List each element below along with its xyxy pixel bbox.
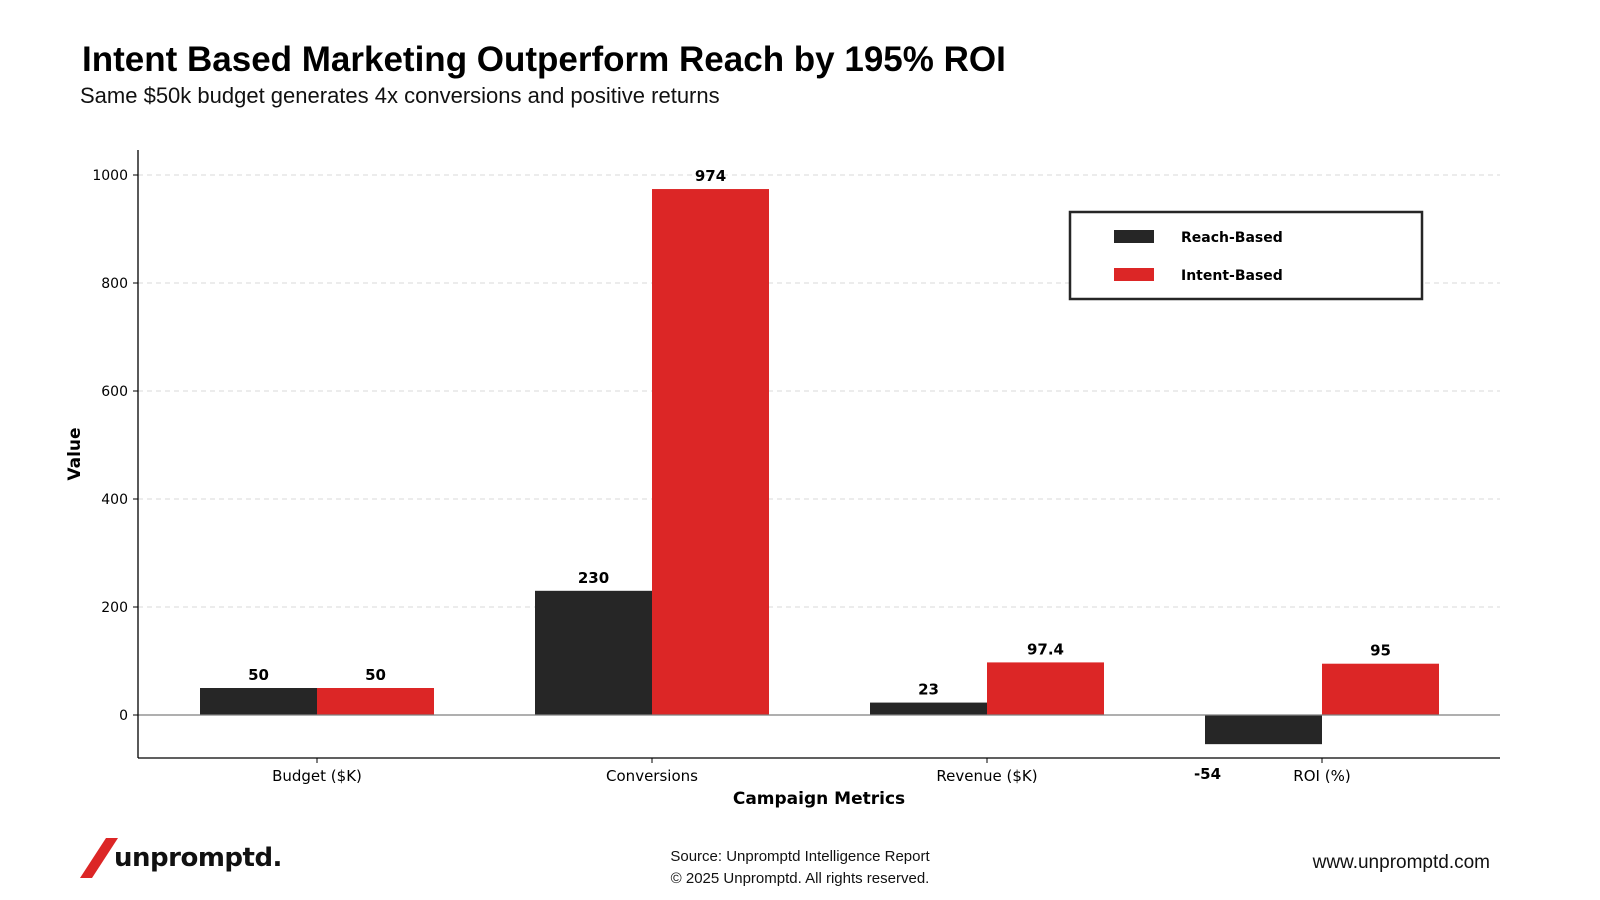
bar-value-label: 50 [248,666,269,684]
legend-label: Reach-Based [1181,230,1283,246]
bar-value-label: 23 [918,681,939,699]
logo-slash-icon [80,838,118,878]
bar-intent-based-3 [1322,663,1439,715]
bar-intent-based-0 [317,688,434,715]
y-tick-label: 800 [101,276,128,292]
bar-intent-based-1 [652,189,769,716]
y-tick-label: 1000 [92,168,128,184]
bar-value-label: 974 [695,167,726,185]
bar-value-label: 230 [578,569,609,587]
website-link[interactable]: www.unpromptd.com [1312,852,1490,873]
bar-reach-based-0 [200,688,317,715]
y-tick-label: 0 [119,708,128,724]
bar-value-label: 50 [365,666,386,684]
legend-swatch-intent-based [1114,268,1154,281]
y-tick-label: 600 [101,384,128,400]
brand-logo: unpromptd. [80,838,282,878]
legend-box [1068,210,1424,301]
y-tick-label: 400 [101,492,128,508]
bar-value-label: 97.4 [1027,640,1064,658]
chart-title: Intent Based Marketing Outperform Reach … [82,40,1006,79]
bar-value-label: -54 [1194,765,1221,783]
bar-intent-based-2 [987,662,1104,715]
brand-name: unpromptd. [114,843,282,873]
y-axis-title: Value [65,427,85,480]
x-axis-title: Campaign Metrics [733,789,905,809]
bar-reach-based-1 [535,590,652,715]
source-text: Source: Unpromptd Intelligence Report [670,848,930,865]
x-tick-label: Revenue ($K) [936,767,1037,785]
bar-value-label: 95 [1370,642,1391,660]
bar-reach-based-2 [870,702,987,715]
source-note: Source: Unpromptd Intelligence Report © … [0,846,1600,890]
bar-reach-based-3 [1205,715,1322,745]
x-tick-label: Budget ($K) [272,767,362,785]
legend-swatch-reach-based [1114,230,1154,243]
legend-label: Intent-Based [1181,268,1283,284]
y-tick-label: 200 [101,600,128,616]
chart-subtitle: Same $50k budget generates 4x conversion… [80,83,720,108]
copyright-text: © 2025 Unpromptd. All rights reserved. [670,870,930,887]
x-tick-label: Conversions [606,767,698,785]
x-tick-label: ROI (%) [1293,767,1350,785]
